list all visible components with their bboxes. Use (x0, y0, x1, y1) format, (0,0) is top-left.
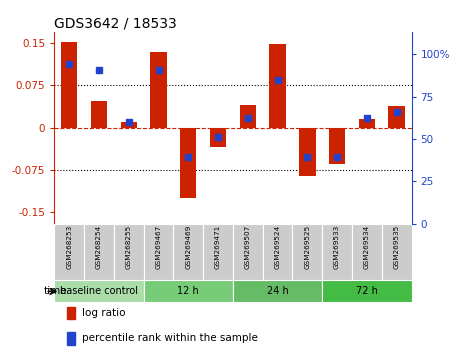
Text: 12 h: 12 h (177, 286, 199, 296)
Bar (84, 224, 114, 280)
Bar (233, 280, 322, 302)
Bar (233, 224, 263, 280)
Text: GSM269467: GSM269467 (156, 224, 162, 269)
Bar (263, 224, 292, 280)
Bar (210, 128, 226, 148)
Bar (61, 42, 78, 128)
Text: GSM269524: GSM269524 (275, 224, 280, 269)
Bar (359, 119, 375, 128)
Bar (174, 224, 203, 280)
Bar (240, 105, 256, 128)
Bar (150, 52, 167, 128)
Bar (121, 122, 137, 128)
Bar (67, 307, 75, 319)
Text: GSM269534: GSM269534 (364, 224, 370, 269)
Text: GSM269535: GSM269535 (394, 224, 400, 269)
Bar (54, 224, 84, 280)
Text: GSM269525: GSM269525 (304, 224, 310, 269)
Bar (299, 128, 315, 176)
Bar (203, 224, 233, 280)
Bar (292, 224, 322, 280)
Text: GSM269507: GSM269507 (245, 224, 251, 269)
Bar (114, 224, 144, 280)
Bar (322, 224, 352, 280)
Bar (329, 128, 345, 164)
Text: GSM269471: GSM269471 (215, 224, 221, 269)
Bar (270, 44, 286, 128)
Text: GSM269469: GSM269469 (185, 224, 191, 269)
Text: baseline control: baseline control (60, 286, 138, 296)
Bar (144, 224, 174, 280)
Text: time: time (44, 286, 68, 296)
Text: GSM268255: GSM268255 (126, 224, 132, 269)
Bar (54, 280, 144, 302)
Bar (322, 280, 412, 302)
Text: GSM268254: GSM268254 (96, 224, 102, 269)
Bar (67, 332, 75, 345)
Bar (180, 128, 196, 198)
Bar (144, 280, 233, 302)
Text: 24 h: 24 h (267, 286, 289, 296)
Bar (91, 101, 107, 128)
Bar (382, 224, 412, 280)
Bar (352, 224, 382, 280)
Text: percentile rank within the sample: percentile rank within the sample (82, 333, 258, 343)
Bar (388, 106, 405, 128)
Text: GSM269533: GSM269533 (334, 224, 340, 269)
Text: GSM268253: GSM268253 (66, 224, 72, 269)
Text: GDS3642 / 18533: GDS3642 / 18533 (54, 17, 177, 31)
Text: log ratio: log ratio (82, 308, 125, 318)
Text: 72 h: 72 h (356, 286, 378, 296)
